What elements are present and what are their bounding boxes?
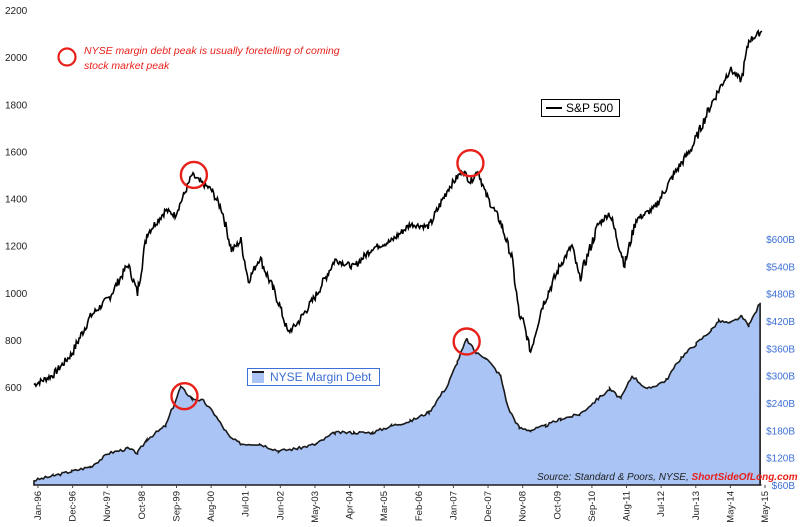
x-tick-label: May-03 xyxy=(310,491,321,523)
x-tick-label: Nov-08 xyxy=(518,491,529,522)
x-tick-label: Jan-96 xyxy=(33,491,44,520)
right-tick-label: $600B xyxy=(766,235,795,246)
left-tick-label: 2200 xyxy=(5,6,28,17)
peak-highlight-circle xyxy=(452,327,481,356)
left-tick-label: 1800 xyxy=(5,100,28,111)
left-tick-label: 800 xyxy=(5,336,22,347)
peak-highlight-circle xyxy=(170,381,199,411)
x-tick-label: Jul-01 xyxy=(241,491,252,517)
right-tick-label: $540B xyxy=(766,262,795,273)
peak-highlight-circle xyxy=(456,148,485,178)
right-tick-label: $120B xyxy=(766,454,795,465)
source-brand: ShortSideOfLong.com xyxy=(691,472,798,483)
x-tick-label: Aug-11 xyxy=(622,491,633,521)
peak-highlight-circles xyxy=(170,148,485,411)
annotation: NYSE margin debt peak is usually foretel… xyxy=(84,44,344,74)
x-tick-label: Oct-98 xyxy=(137,491,148,520)
x-tick-label: Jul-12 xyxy=(656,491,667,517)
x-tick-label: Oct-09 xyxy=(552,491,563,520)
right-tick-label: $480B xyxy=(766,290,795,301)
legend-area-icon xyxy=(252,371,264,383)
right-tick-label: $60B xyxy=(772,481,796,492)
x-tick-label: Nov-97 xyxy=(102,491,113,522)
x-tick-label: Apr-04 xyxy=(345,491,356,520)
x-tick-label: Jun-02 xyxy=(275,491,286,520)
x-tick-label: Sep-10 xyxy=(587,491,598,522)
source-note: Source: Standard & Poors, NYSE, ShortSid… xyxy=(537,472,798,483)
left-tick-label: 2000 xyxy=(5,53,28,64)
series-margin-debt-area xyxy=(33,302,761,486)
annotation-circle-icon xyxy=(57,47,77,67)
x-tick-label: Feb-06 xyxy=(414,491,425,521)
x-tick-label: Aug-00 xyxy=(206,491,217,522)
legend-margin-debt: NYSE Margin Debt xyxy=(247,368,381,386)
left-tick-label: 1600 xyxy=(5,147,28,158)
right-tick-label: $420B xyxy=(766,317,795,328)
series-sp500-line xyxy=(33,29,763,388)
x-tick-label: Sep-99 xyxy=(171,491,182,522)
legend-line-icon xyxy=(546,107,562,109)
left-tick-label: 600 xyxy=(5,383,22,394)
annotation-text: NYSE margin debt peak is usually foretel… xyxy=(84,45,340,72)
left-tick-label: 1000 xyxy=(5,289,28,300)
x-tick-label: Dec-07 xyxy=(483,491,494,522)
right-tick-label: $180B xyxy=(766,426,795,437)
legend-margin-debt-label: NYSE Margin Debt xyxy=(270,370,372,384)
x-tick-label: May-15 xyxy=(760,491,771,523)
legend-sp500-label: S&P 500 xyxy=(566,101,614,115)
x-tick-label: Dec-96 xyxy=(68,491,79,522)
right-tick-label: $360B xyxy=(766,344,795,355)
legend-sp500: S&P 500 xyxy=(541,99,621,117)
x-tick-label: May-14 xyxy=(725,491,736,523)
x-tick-label: Mar-05 xyxy=(379,491,390,521)
right-tick-label: $300B xyxy=(766,372,795,383)
left-tick-label: 1400 xyxy=(5,195,28,206)
right-tick-label: $240B xyxy=(766,399,795,410)
source-prefix: Source: Standard & Poors, NYSE, xyxy=(537,472,692,483)
x-tick-label: Jan-07 xyxy=(448,491,459,520)
x-tick-label: Jun-13 xyxy=(691,491,702,520)
left-tick-label: 1200 xyxy=(5,242,28,253)
peak-highlight-circle xyxy=(179,160,209,190)
